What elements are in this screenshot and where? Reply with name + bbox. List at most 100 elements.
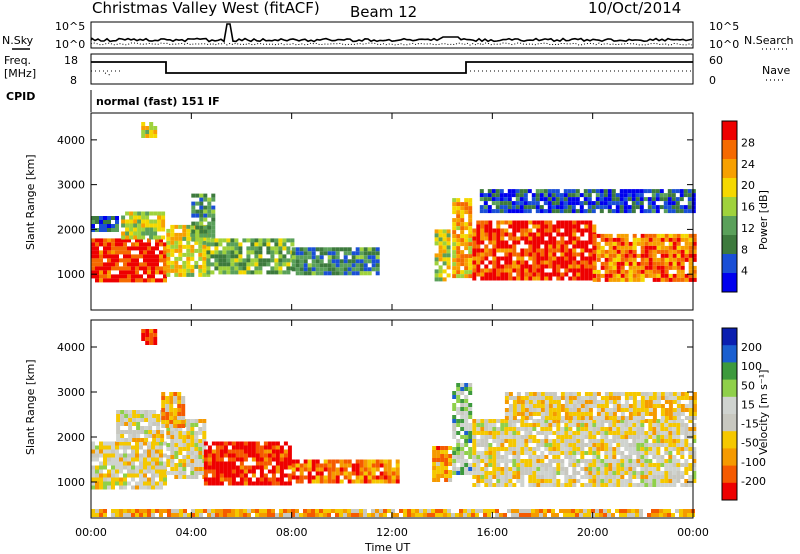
power-cell xyxy=(480,220,485,225)
velocity-cell xyxy=(488,459,493,463)
power-cell xyxy=(115,274,119,279)
power-cell xyxy=(539,193,544,198)
velocity-cell xyxy=(656,455,661,459)
velocity-cell xyxy=(173,392,178,396)
power-cell xyxy=(592,224,597,229)
velocity-cell xyxy=(375,467,380,472)
power-cell xyxy=(363,255,368,260)
velocity-cell xyxy=(688,408,693,412)
power-cell xyxy=(178,256,183,261)
power-cell xyxy=(151,250,155,255)
velocity-cell xyxy=(315,467,320,472)
velocity-cell xyxy=(202,423,207,427)
power-cell xyxy=(266,238,271,243)
velocity-cell xyxy=(452,423,457,427)
power-cell xyxy=(535,201,540,206)
power-cell xyxy=(363,267,368,272)
velocity-cell xyxy=(624,483,629,487)
velocity-cell xyxy=(463,513,467,517)
velocity-cell xyxy=(299,471,304,476)
velocity-cell xyxy=(194,467,199,471)
velocity-cell xyxy=(267,457,272,462)
velocity-colorbar-swatch xyxy=(722,379,737,398)
velocity-cell xyxy=(527,513,531,517)
velocity-cell xyxy=(247,513,251,517)
power-cell xyxy=(536,272,541,277)
velocity-cell xyxy=(219,481,224,486)
power-cell xyxy=(496,220,501,225)
power-cell xyxy=(452,210,457,215)
power-cell xyxy=(178,272,183,277)
velocity-cell xyxy=(640,404,645,408)
velocity-cell xyxy=(520,419,525,423)
power-cell xyxy=(359,271,364,276)
velocity-cell xyxy=(548,443,553,447)
power-cell xyxy=(186,224,191,229)
velocity-cell xyxy=(227,453,232,458)
power-cell xyxy=(214,258,219,263)
velocity-cell xyxy=(460,415,465,419)
power-cell xyxy=(367,271,372,276)
velocity-cell xyxy=(612,404,617,408)
velocity-cell xyxy=(166,443,171,447)
velocity-cell xyxy=(131,445,135,450)
power-cell xyxy=(556,220,561,225)
power-cell xyxy=(520,260,525,265)
velocity-cell xyxy=(476,467,481,471)
power-cell xyxy=(560,224,565,229)
velocity-cell xyxy=(432,478,437,482)
power-cell xyxy=(99,254,103,259)
power-cell xyxy=(155,238,159,243)
velocity-cell xyxy=(484,435,489,439)
velocity-cell xyxy=(524,435,529,439)
velocity-cell xyxy=(679,513,683,517)
power-cell xyxy=(595,193,600,198)
velocity-cell xyxy=(95,453,99,458)
power-cell xyxy=(182,224,187,229)
velocity-cell xyxy=(576,408,581,412)
velocity-cell xyxy=(319,471,324,476)
velocity-cell xyxy=(660,479,665,483)
power-cell xyxy=(560,276,565,281)
power-cell xyxy=(266,242,271,247)
power-cell xyxy=(520,220,525,225)
velocity-cell xyxy=(227,461,232,466)
power-cell xyxy=(620,261,625,266)
velocity-cell xyxy=(624,455,629,459)
velocity-cell xyxy=(159,469,163,474)
power-cell xyxy=(434,273,439,278)
power-cell xyxy=(163,278,167,283)
velocity-cell xyxy=(492,467,497,471)
velocity-cell xyxy=(680,443,685,447)
velocity-cell xyxy=(223,453,228,458)
power-colorbar-tick: 20 xyxy=(741,179,755,192)
velocity-cell xyxy=(548,419,553,423)
velocity-cell xyxy=(128,414,133,418)
power-cell xyxy=(278,270,283,275)
power-cell xyxy=(684,249,689,254)
velocity-cell xyxy=(123,457,127,462)
power-cell xyxy=(186,244,191,249)
velocity-colorbar-swatch xyxy=(722,328,737,346)
velocity-cell xyxy=(644,479,649,483)
velocity-cell xyxy=(668,419,673,423)
power-cell xyxy=(127,262,131,267)
power-cell xyxy=(544,272,549,277)
velocity-cell xyxy=(319,463,324,468)
power-cell xyxy=(620,253,625,258)
velocity-cell xyxy=(231,453,236,458)
power-cell xyxy=(464,226,469,231)
power-cell xyxy=(456,250,461,255)
velocity-cell xyxy=(95,509,99,513)
power-cell xyxy=(663,201,668,206)
velocity-cell xyxy=(660,416,665,420)
velocity-cell xyxy=(163,441,167,446)
velocity-cell xyxy=(692,451,697,455)
power-cell xyxy=(323,271,328,276)
velocity-cell xyxy=(612,479,617,483)
power-cell xyxy=(631,189,636,194)
power-cell xyxy=(588,272,593,277)
velocity-cell xyxy=(656,447,661,451)
velocity-cell xyxy=(588,459,593,463)
velocity-cell xyxy=(198,427,203,431)
